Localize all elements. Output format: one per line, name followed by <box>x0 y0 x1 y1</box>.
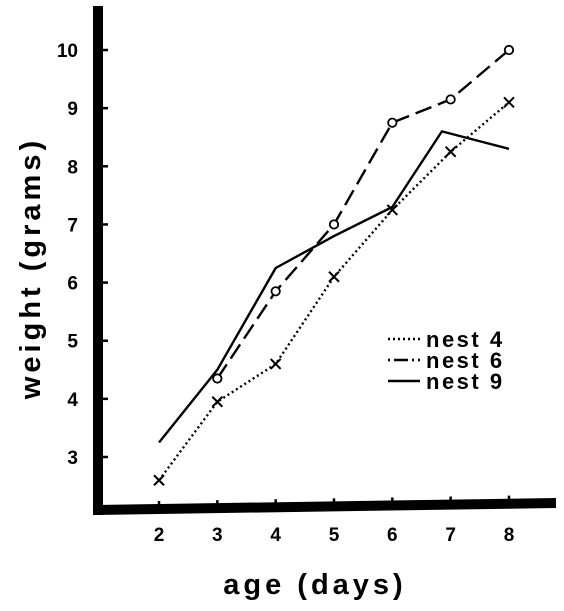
series-0 <box>153 96 515 486</box>
series-1-point-0 <box>212 373 223 384</box>
y-tick-label-4: 4 <box>67 390 78 411</box>
y-tick-label-8: 8 <box>67 157 78 178</box>
x-tick-label-2: 2 <box>154 525 165 546</box>
y-tick-label-6: 6 <box>67 274 78 295</box>
series-0-point-3 <box>328 271 340 283</box>
series-1 <box>212 44 515 384</box>
series-2 <box>158 130 510 444</box>
x-tick-label-6: 6 <box>387 525 398 546</box>
series-line-2 <box>158 130 510 444</box>
series-1-point-2 <box>328 219 340 230</box>
series-1-point-1 <box>270 286 281 297</box>
series-0-point-4 <box>386 204 399 216</box>
x-tick-label-5: 5 <box>329 525 340 546</box>
series-line-1 <box>216 49 510 380</box>
y-axis-title: weight (grams) <box>15 137 47 400</box>
axes <box>92 6 557 515</box>
legend-label-0: nest 4 <box>426 327 505 352</box>
x-tick-label-4: 4 <box>270 525 281 546</box>
x-axis-title: age (days) <box>223 569 406 601</box>
y-tick-label-3: 3 <box>67 448 78 469</box>
series-0-point-1 <box>211 396 224 408</box>
y-tick-label-5: 5 <box>67 332 78 353</box>
series-1-point-3 <box>387 117 398 128</box>
x-tick-label-7: 7 <box>445 525 456 546</box>
ticks: 3 4 5 6 7 8 9 10 2 3 4 5 6 7 8 <box>57 41 514 546</box>
x-tick-label-8: 8 <box>504 525 515 546</box>
legend-label-1: nest 6 <box>426 348 505 373</box>
x-axis-line <box>92 498 557 515</box>
series-0-point-6 <box>503 96 515 109</box>
series-0-point-5 <box>444 146 457 158</box>
series-0-point-2 <box>269 358 282 370</box>
legend-label-2: nest 9 <box>426 369 505 394</box>
y-tick-label-7: 7 <box>67 215 78 236</box>
series-1-point-5 <box>503 44 515 56</box>
y-tick-label-10: 10 <box>57 41 78 62</box>
series <box>153 44 515 486</box>
x-tick-label-3: 3 <box>212 525 223 546</box>
y-tick-label-9: 9 <box>67 99 78 120</box>
series-0-point-0 <box>153 474 165 486</box>
series-1-point-4 <box>445 94 456 105</box>
series-line-0 <box>158 101 510 482</box>
